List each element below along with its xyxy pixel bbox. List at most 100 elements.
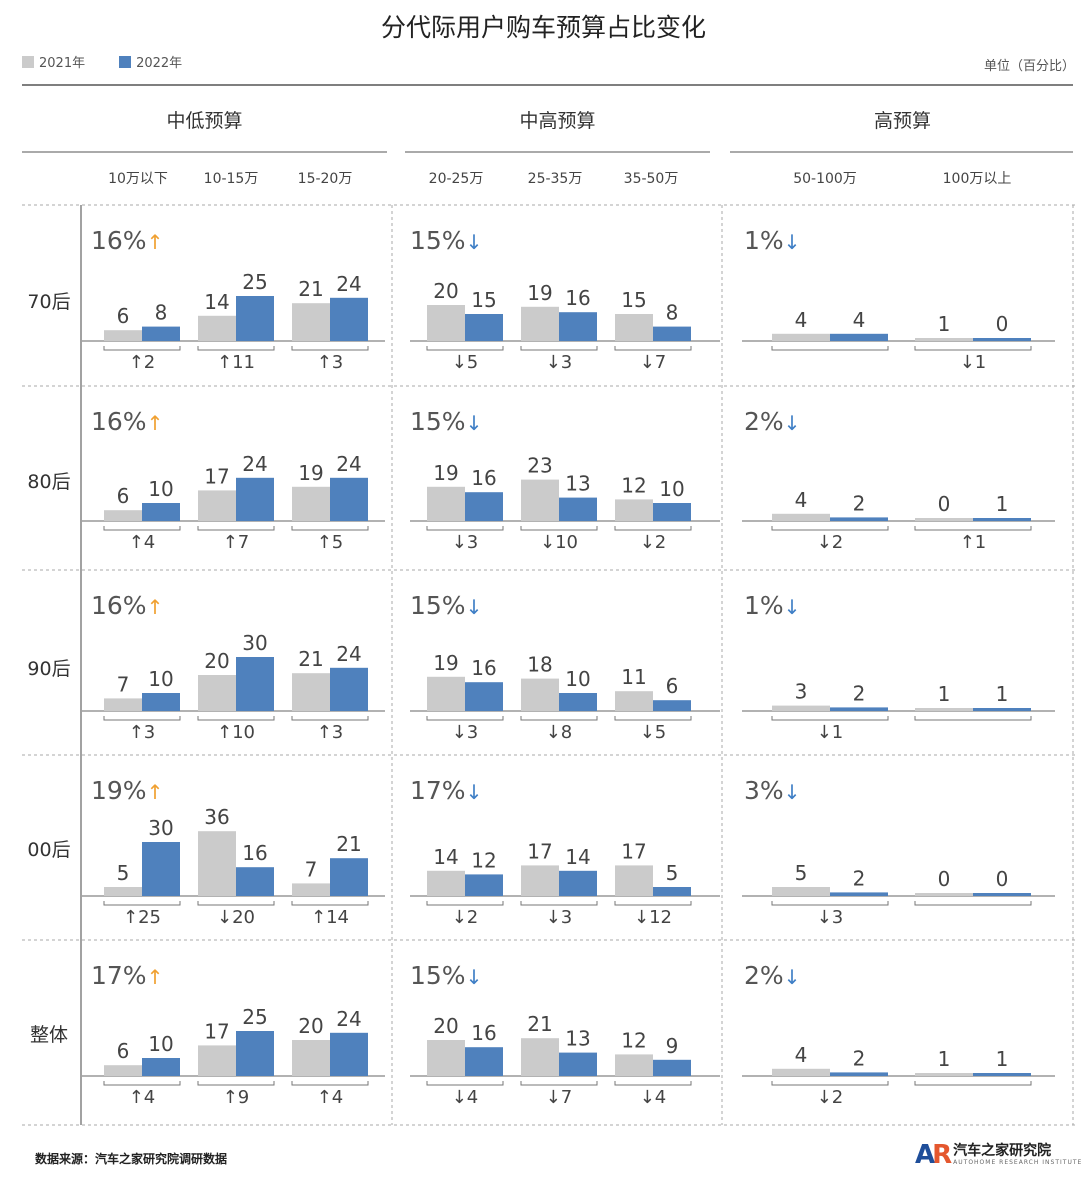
change-label: ↑3	[317, 722, 344, 743]
generation-label: 00后	[27, 839, 71, 861]
bar-2022	[236, 1031, 274, 1076]
data-label-2022: 9	[666, 1034, 679, 1058]
data-label-2022: 25	[242, 270, 267, 294]
change-bracket	[197, 716, 275, 721]
bar-2021	[104, 887, 142, 896]
bar-2021	[615, 865, 653, 896]
bar-2021	[198, 675, 236, 711]
data-label-2022: 16	[471, 466, 496, 490]
generation-label: 整体	[29, 1024, 68, 1046]
change-bracket	[771, 1081, 889, 1086]
change-label: ↓1	[817, 722, 844, 743]
bar-2022	[830, 892, 888, 896]
bar-2021	[615, 499, 653, 521]
data-label-2021: 17	[621, 839, 646, 863]
change-label: ↑4	[129, 1087, 156, 1108]
bar-2021	[521, 678, 559, 711]
bar-2021	[521, 865, 559, 896]
change-label: ↓2	[640, 532, 667, 553]
bar-2021	[292, 883, 330, 896]
data-label-2022: 24	[336, 1007, 361, 1031]
change-label: ↓7	[546, 1087, 573, 1108]
logo-sub: AUTOHOME RESEARCH INSTITUTE	[953, 1159, 1083, 1166]
change-bracket	[426, 526, 504, 531]
bar-2021	[615, 314, 653, 341]
data-label-2022: 10	[659, 477, 684, 501]
data-label-2022: 2	[853, 491, 866, 515]
bar-2022	[559, 1052, 597, 1076]
change-bracket	[291, 1081, 369, 1086]
data-label-2021: 6	[117, 484, 130, 508]
data-label-2021: 19	[433, 461, 458, 485]
data-label-2022: 10	[148, 477, 173, 501]
data-label-2021: 12	[621, 1028, 646, 1052]
category-label: 25-35万	[527, 171, 583, 187]
category-label: 10万以下	[108, 171, 168, 187]
change-label: ↓20	[217, 907, 255, 928]
bar-2022	[330, 1032, 368, 1076]
bar-2022	[142, 326, 180, 341]
data-label-2022: 16	[565, 286, 590, 310]
group-share-label: 16%↑	[91, 407, 163, 436]
data-label-2021: 14	[433, 845, 458, 869]
data-label-2022: 25	[242, 1005, 267, 1029]
bar-2022	[465, 492, 503, 521]
bar-2022	[973, 893, 1031, 896]
group-title-mid: 中高预算	[519, 110, 596, 132]
change-label: ↑14	[311, 907, 349, 928]
group-share-label: 16%↑	[91, 226, 163, 255]
category-label: 100万以上	[942, 171, 1012, 187]
data-label-2022: 8	[155, 301, 168, 325]
group-share-label: 15%↓	[410, 407, 482, 436]
bar-2022	[973, 518, 1031, 521]
data-label-2021: 21	[527, 1012, 552, 1036]
data-label-2022: 1	[996, 1047, 1009, 1071]
change-label: ↑3	[317, 352, 344, 373]
bar-2022	[559, 870, 597, 896]
data-label-2022: 14	[565, 845, 590, 869]
data-label-2022: 1	[996, 682, 1009, 706]
data-label-2021: 15	[621, 288, 646, 312]
change-label: ↑7	[223, 532, 250, 553]
change-bracket	[426, 346, 504, 351]
change-bracket	[103, 1081, 181, 1086]
data-label-2021: 4	[795, 308, 808, 332]
data-label-2022: 10	[148, 1032, 173, 1056]
bar-2021	[772, 333, 830, 341]
change-label: ↑11	[217, 352, 255, 373]
bar-2022	[142, 503, 180, 521]
change-bracket	[914, 716, 1032, 721]
data-label-2022: 24	[242, 452, 267, 476]
bar-2022	[973, 338, 1031, 341]
data-label-2021: 6	[117, 1039, 130, 1063]
legend-swatch-2021	[22, 55, 34, 68]
data-label-2022: 12	[471, 848, 496, 872]
change-bracket	[771, 901, 889, 906]
data-label-2021: 11	[621, 665, 646, 689]
data-label-2022: 8	[666, 301, 679, 325]
change-label: ↓2	[817, 1087, 844, 1108]
category-label: 50-100万	[793, 171, 857, 187]
data-label-2021: 19	[527, 281, 552, 305]
group-share-label: 1%↓	[744, 226, 800, 255]
data-label-2021: 4	[795, 1043, 808, 1067]
unit-label: 单位（百分比）	[983, 59, 1075, 74]
change-bracket	[614, 716, 692, 721]
change-bracket	[426, 901, 504, 906]
change-label: ↑10	[217, 722, 255, 743]
data-label-2021: 17	[204, 1019, 229, 1043]
change-label: ↓3	[817, 907, 844, 928]
change-bracket	[520, 901, 598, 906]
change-bracket	[103, 901, 181, 906]
change-bracket	[614, 346, 692, 351]
bar-2022	[653, 887, 691, 896]
bar-2021	[615, 691, 653, 711]
change-bracket	[197, 346, 275, 351]
data-label-2022: 5	[666, 861, 679, 885]
change-label: ↓3	[546, 352, 573, 373]
bar-2022	[330, 477, 368, 521]
change-bracket	[914, 1081, 1032, 1086]
bar-2021	[915, 338, 973, 341]
